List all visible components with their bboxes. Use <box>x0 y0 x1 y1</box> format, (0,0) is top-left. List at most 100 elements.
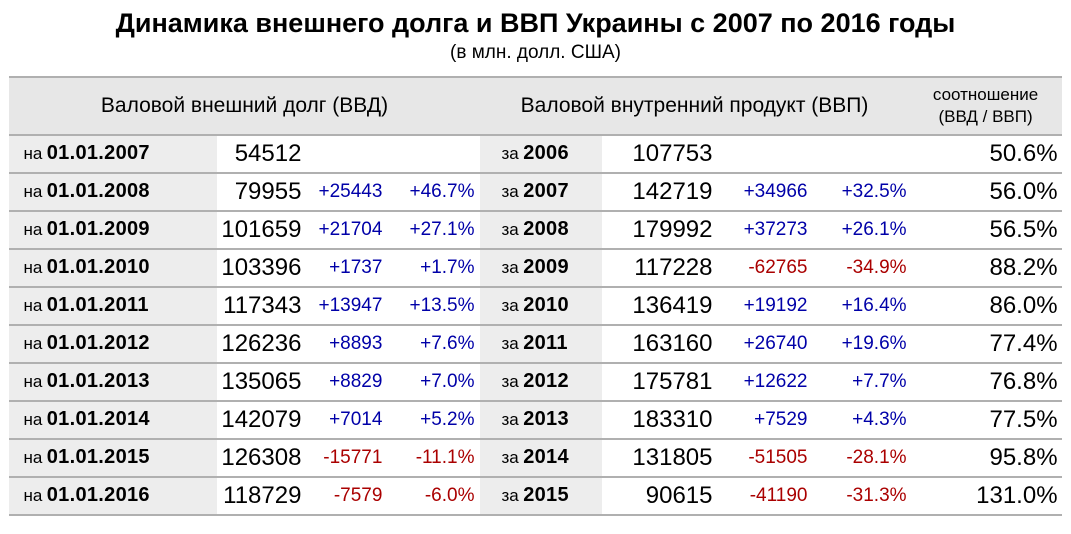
gdp-value: 183310 <box>601 400 716 440</box>
debt-period-cell: на 01.01.2010 <box>9 248 218 288</box>
debt-period-prefix: на <box>23 144 43 164</box>
ratio-value: 77.4% <box>909 324 1062 364</box>
gdp-period-cell: за 2011 <box>479 324 602 364</box>
debt-period-cell: на 01.01.2015 <box>9 438 218 478</box>
gdp-period-cell: за 2007 <box>479 172 602 212</box>
debt-value: 54512 <box>217 134 310 174</box>
gdp-period-cell: за 2006 <box>479 134 602 174</box>
debt-period-date: 01.01.2014 <box>46 408 150 431</box>
header-row: Валовой внешний долг (ВВД) Валовой внутр… <box>9 76 1062 136</box>
debt-period-prefix: на <box>23 410 43 430</box>
gdp-change-pct: +32.5% <box>809 172 910 212</box>
debt-value: 126308 <box>217 438 310 478</box>
debt-value: 142079 <box>217 400 310 440</box>
table-header: Валовой внешний долг (ВВД) Валовой внутр… <box>9 76 1062 136</box>
debt-change: -15771 <box>309 438 390 478</box>
table-row: на 01.01.2015 126308 -15771 -11.1% за 20… <box>9 438 1062 478</box>
gdp-period-prefix: за <box>501 144 519 164</box>
ratio-value: 77.5% <box>909 400 1062 440</box>
debt-change: +21704 <box>309 210 390 250</box>
gdp-change: -41190 <box>715 476 810 516</box>
gdp-change <box>715 134 810 174</box>
header-debt-group: Валовой внешний долг (ВВД) <box>9 76 480 136</box>
gdp-change-pct: -31.3% <box>809 476 910 516</box>
gdp-value: 107753 <box>601 134 716 174</box>
gdp-period-cell: за 2014 <box>479 438 602 478</box>
infographic-table: Динамика внешнего долга и ВВП Украины с … <box>9 8 1062 516</box>
table-row: на 01.01.2016 118729 -7579 -6.0% за 2015… <box>9 476 1062 516</box>
debt-period-date: 01.01.2012 <box>46 332 150 355</box>
ratio-value: 56.0% <box>909 172 1062 212</box>
gdp-period-year: 2010 <box>523 294 569 317</box>
ratio-value: 95.8% <box>909 438 1062 478</box>
gdp-period-cell: за 2009 <box>479 248 602 288</box>
debt-period-cell: на 01.01.2014 <box>9 400 218 440</box>
debt-change-pct: +13.5% <box>389 286 480 326</box>
debt-period-prefix: на <box>23 182 43 202</box>
ratio-value: 76.8% <box>909 362 1062 402</box>
debt-change-pct: +7.0% <box>389 362 480 402</box>
debt-period-prefix: на <box>23 372 43 392</box>
gdp-period-year: 2013 <box>523 408 569 431</box>
gdp-period-cell: за 2013 <box>479 400 602 440</box>
table-row: на 01.01.2012 126236 +8893 +7.6% за 2011… <box>9 324 1062 364</box>
debt-period-cell: на 01.01.2013 <box>9 362 218 402</box>
debt-period-cell: на 01.01.2007 <box>9 134 218 174</box>
ratio-value: 86.0% <box>909 286 1062 326</box>
debt-period-prefix: на <box>23 296 43 316</box>
table-row: на 01.01.2010 103396 +1737 +1.7% за 2009… <box>9 248 1062 288</box>
gdp-value: 131805 <box>601 438 716 478</box>
debt-value: 135065 <box>217 362 310 402</box>
debt-period-cell: на 01.01.2012 <box>9 324 218 364</box>
table-row: на 01.01.2014 142079 +7014 +5.2% за 2013… <box>9 400 1062 440</box>
debt-value: 117343 <box>217 286 310 326</box>
debt-change: +8829 <box>309 362 390 402</box>
debt-period-cell: на 01.01.2011 <box>9 286 218 326</box>
gdp-period-prefix: за <box>501 448 519 468</box>
table-row: на 01.01.2013 135065 +8829 +7.0% за 2012… <box>9 362 1062 402</box>
gdp-period-prefix: за <box>501 334 519 354</box>
debt-change: +7014 <box>309 400 390 440</box>
gdp-period-prefix: за <box>501 486 519 506</box>
debt-value: 118729 <box>217 476 310 516</box>
gdp-change-pct: +7.7% <box>809 362 910 402</box>
gdp-value: 90615 <box>601 476 716 516</box>
header-gdp-group: Валовой внутренний продукт (ВВП) <box>479 76 910 136</box>
ratio-value: 56.5% <box>909 210 1062 250</box>
table-row: на 01.01.2009 101659 +21704 +27.1% за 20… <box>9 210 1062 250</box>
gdp-period-year: 2015 <box>523 484 569 507</box>
gdp-period-year: 2006 <box>523 142 569 165</box>
debt-change-pct <box>389 134 480 174</box>
debt-change-pct: +1.7% <box>389 248 480 288</box>
gdp-change: +19192 <box>715 286 810 326</box>
debt-period-date: 01.01.2008 <box>46 180 150 203</box>
gdp-period-year: 2014 <box>523 446 569 469</box>
debt-period-date: 01.01.2010 <box>46 256 150 279</box>
debt-value: 101659 <box>217 210 310 250</box>
gdp-period-year: 2011 <box>523 332 568 355</box>
gdp-change-pct: +16.4% <box>809 286 910 326</box>
gdp-period-year: 2009 <box>523 256 569 279</box>
table-row: на 01.01.2007 54512 за 2006 107753 50.6% <box>9 134 1062 174</box>
gdp-change-pct: -28.1% <box>809 438 910 478</box>
gdp-change: -62765 <box>715 248 810 288</box>
debt-change-pct: +46.7% <box>389 172 480 212</box>
debt-change: +8893 <box>309 324 390 364</box>
gdp-change: -51505 <box>715 438 810 478</box>
gdp-period-cell: за 2012 <box>479 362 602 402</box>
gdp-change: +26740 <box>715 324 810 364</box>
gdp-value: 136419 <box>601 286 716 326</box>
gdp-period-cell: за 2015 <box>479 476 602 516</box>
debt-period-cell: на 01.01.2008 <box>9 172 218 212</box>
debt-period-date: 01.01.2009 <box>46 218 150 241</box>
debt-period-date: 01.01.2011 <box>46 294 149 317</box>
page-subtitle: (в млн. долл. США) <box>450 42 621 64</box>
table-row: на 01.01.2011 117343 +13947 +13.5% за 20… <box>9 286 1062 326</box>
gdp-period-cell: за 2010 <box>479 286 602 326</box>
table-body: на 01.01.2007 54512 за 2006 107753 50.6%… <box>9 134 1062 516</box>
gdp-change: +34966 <box>715 172 810 212</box>
gdp-period-cell: за 2008 <box>479 210 602 250</box>
debt-change <box>309 134 390 174</box>
debt-change: +25443 <box>309 172 390 212</box>
debt-change-pct: +7.6% <box>389 324 480 364</box>
